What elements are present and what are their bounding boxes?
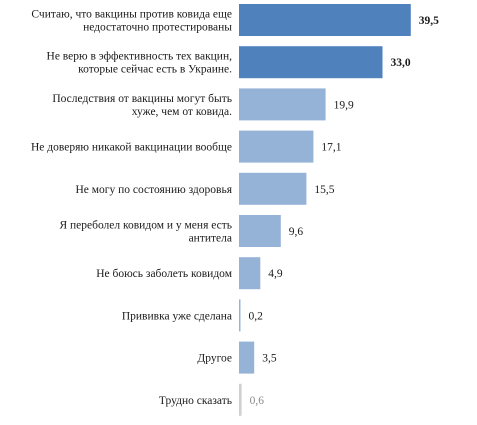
category-label-6: Я переболел ковидом и у меня есть антител… [59, 220, 232, 245]
value-label-8: 0,2 [249, 310, 264, 322]
value-label-6: 9,6 [289, 226, 304, 238]
value-label-5: 15,5 [314, 184, 334, 196]
bar-4 [239, 130, 314, 163]
value-label-4: 17,1 [321, 142, 341, 154]
bar-5 [239, 172, 307, 205]
category-label-8: Прививка уже сделана [122, 310, 232, 322]
category-label-3: Последствия от вакцины могут быть хуже, ч… [52, 93, 232, 118]
category-label-7: Не боюсь заболеть ковидом [96, 268, 233, 280]
bar-2 [239, 46, 383, 79]
bar-1 [239, 4, 411, 36]
bar-6 [239, 215, 281, 247]
category-label-2: Не верю в эффективность тех вакцин, котор… [47, 51, 233, 76]
value-label-3: 19,9 [334, 99, 354, 111]
bar-8 [239, 299, 241, 332]
value-label-1: 39,5 [419, 15, 439, 27]
bar-10 [239, 383, 242, 416]
category-label-5: Не могу по состоянию здоровья [75, 184, 232, 196]
value-label-7: 4,9 [268, 268, 283, 280]
value-label-10: 0,6 [250, 395, 265, 407]
bar-3 [239, 88, 326, 121]
value-label-9: 3,5 [262, 353, 277, 365]
category-label-10: Трудно сказать [159, 395, 232, 407]
bar-7 [239, 257, 261, 290]
value-label-2: 33,0 [391, 57, 411, 69]
bar-9 [239, 341, 255, 374]
category-label-4: Не доверяю никакой вакцинации вообще [31, 142, 232, 154]
category-label-1: Считаю, что вакцины против ковида еще нед… [31, 9, 232, 34]
category-label-9: Другое [197, 353, 232, 365]
